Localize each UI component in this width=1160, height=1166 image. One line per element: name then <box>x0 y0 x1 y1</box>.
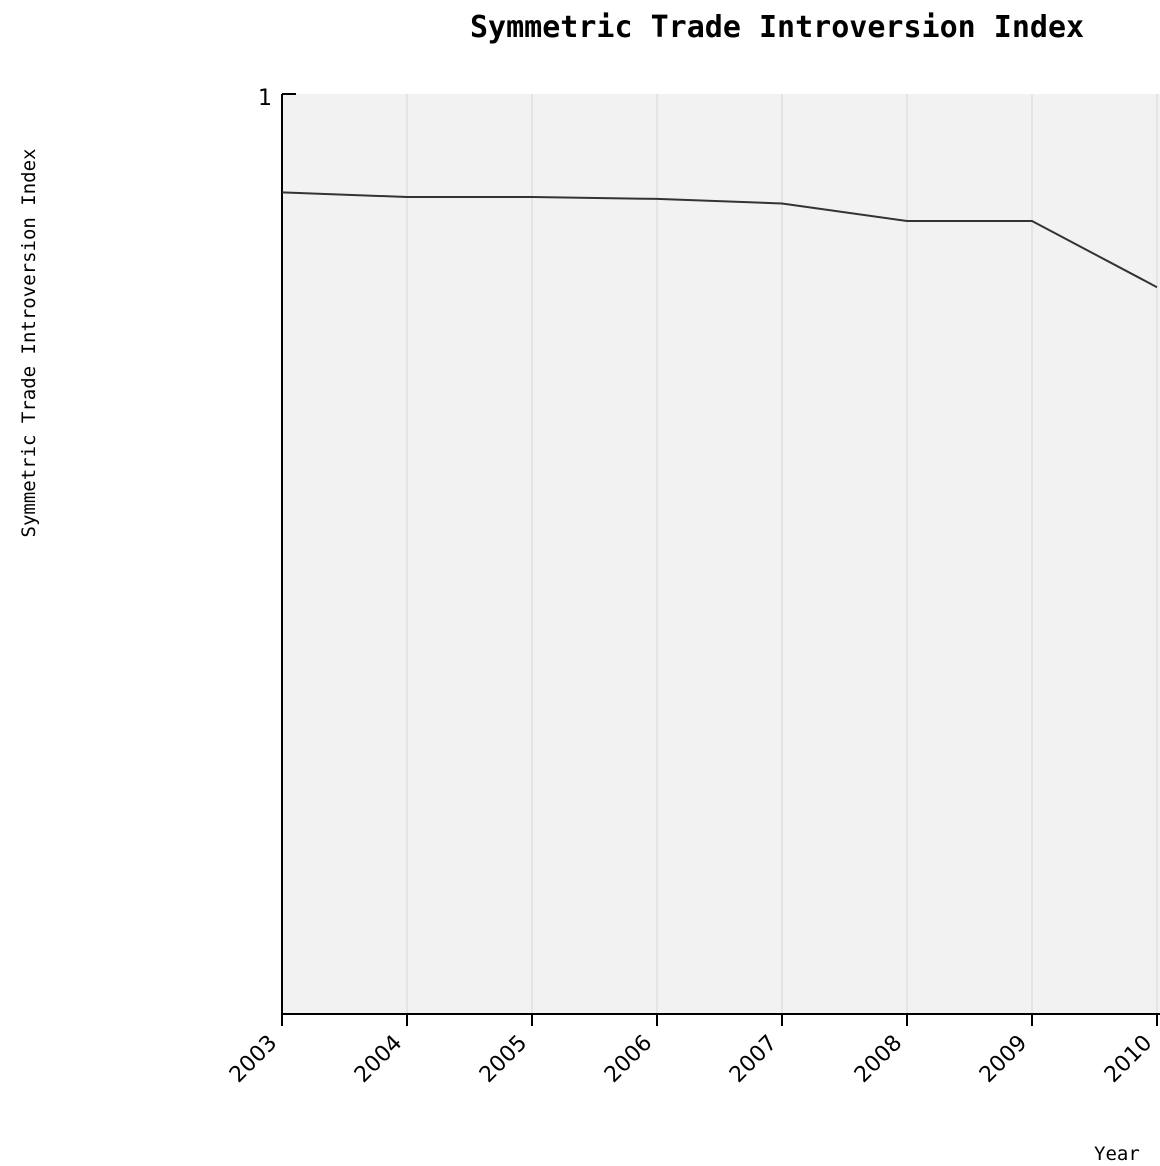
x-tick-label: 2009 <box>975 1031 1032 1088</box>
x-tick-label: 2006 <box>600 1031 657 1088</box>
x-tick-label: 2008 <box>850 1031 907 1088</box>
y-tick-label: 1 <box>258 86 272 111</box>
axes <box>281 94 1160 1015</box>
chart-title: Symmetric Trade Introversion Index <box>470 10 1084 45</box>
x-tick-label: 2010 <box>1100 1031 1157 1088</box>
x-tick-label: 2007 <box>725 1031 782 1088</box>
x-axis-label: Year <box>1094 1143 1140 1165</box>
x-tick-label: 2005 <box>475 1031 532 1088</box>
gridlines <box>406 94 1158 1014</box>
x-ticks: 2003 2004 2005 2006 2007 2008 2009 2010 <box>225 1014 1158 1088</box>
series-layer <box>281 191 1158 289</box>
y-axis-label: Symmetric Trade Introversion Index <box>18 149 40 538</box>
plot-background <box>282 94 1160 1014</box>
y-ticks: 1 <box>258 86 296 111</box>
x-tick-label: 2003 <box>225 1031 282 1088</box>
series-line <box>281 191 1158 289</box>
x-tick-label: 2004 <box>350 1031 407 1088</box>
